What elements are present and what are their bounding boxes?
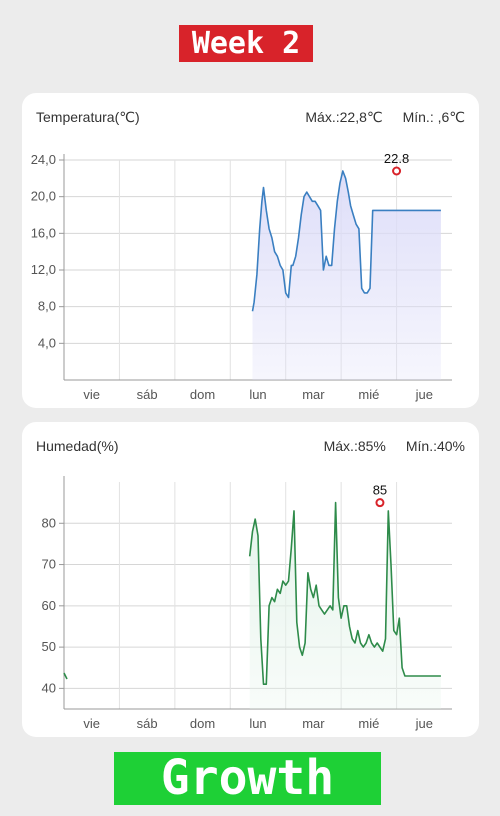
x-tick-label: sáb (137, 716, 158, 731)
y-tick-label: 16,0 (31, 225, 56, 240)
x-tick-label: lun (249, 716, 266, 731)
x-tick-label: jue (415, 716, 433, 731)
temperature-line (251, 170, 441, 312)
growth-banner: Growth (114, 752, 381, 805)
y-tick-label: 60 (42, 598, 56, 613)
humidity-card: Humedad(%) Máx.:85% Mín.:40% 80 70 60 50 40 vi… (22, 422, 479, 737)
x-tick-label: sáb (137, 387, 158, 402)
x-tick-label: vie (83, 387, 100, 402)
temperature-min: Mín.: ,6℃ (402, 109, 465, 125)
week-banner: Week 2 (179, 25, 313, 62)
temperature-stats: Máx.:22,8℃ Mín.: ,6℃ (305, 109, 465, 126)
x-tick-label: vie (83, 716, 100, 731)
temperature-chart: 24,0 20,0 16,0 12,0 8,0 4,0 vie sáb dom lun mar mié… (31, 151, 452, 402)
humidity-line (248, 501, 441, 685)
y-tick-label: 8,0 (38, 299, 56, 314)
y-tick-label: 40 (42, 680, 56, 695)
y-tick-label: 20,0 (31, 189, 56, 204)
peak-marker (375, 498, 385, 508)
temperature-area (252, 171, 441, 380)
x-tick-label: dom (190, 716, 215, 731)
peak-label: 22.8 (384, 151, 409, 166)
y-tick-label: 50 (42, 639, 56, 654)
humidity-max: Máx.:85% (323, 438, 386, 454)
humidity-chart: 80 70 60 50 40 vie sáb dom lun mar mié jue 85 (42, 476, 452, 731)
humidity-line-stub (63, 672, 68, 680)
humidity-min: Mín.:40% (405, 438, 465, 454)
x-tick-label: mar (302, 716, 325, 731)
y-tick-label: 12,0 (31, 262, 56, 277)
y-tick-label: 24,0 (31, 152, 56, 167)
temperature-max: Máx.:22,8℃ (305, 109, 383, 125)
x-tick-label: dom (190, 387, 215, 402)
x-tick-label: jue (415, 387, 433, 402)
x-tick-label: lun (249, 387, 266, 402)
temperature-title: Temperatura(℃) (36, 109, 140, 125)
temperature-card: Temperatura(℃) Máx.:22,8℃ Mín.: ,6℃ 24,0 2… (22, 93, 479, 408)
peak-label: 85 (373, 483, 387, 498)
humidity-stats: Máx.:85% Mín.:40% (304, 438, 465, 454)
x-tick-label: mar (302, 387, 325, 402)
y-tick-label: 4,0 (38, 335, 56, 350)
x-tick-label: mié (358, 716, 379, 731)
humidity-title: Humedad(%) (36, 438, 119, 454)
y-tick-label: 80 (42, 515, 56, 530)
peak-marker (392, 166, 402, 176)
y-tick-label: 70 (42, 557, 56, 572)
x-tick-label: mié (358, 387, 379, 402)
